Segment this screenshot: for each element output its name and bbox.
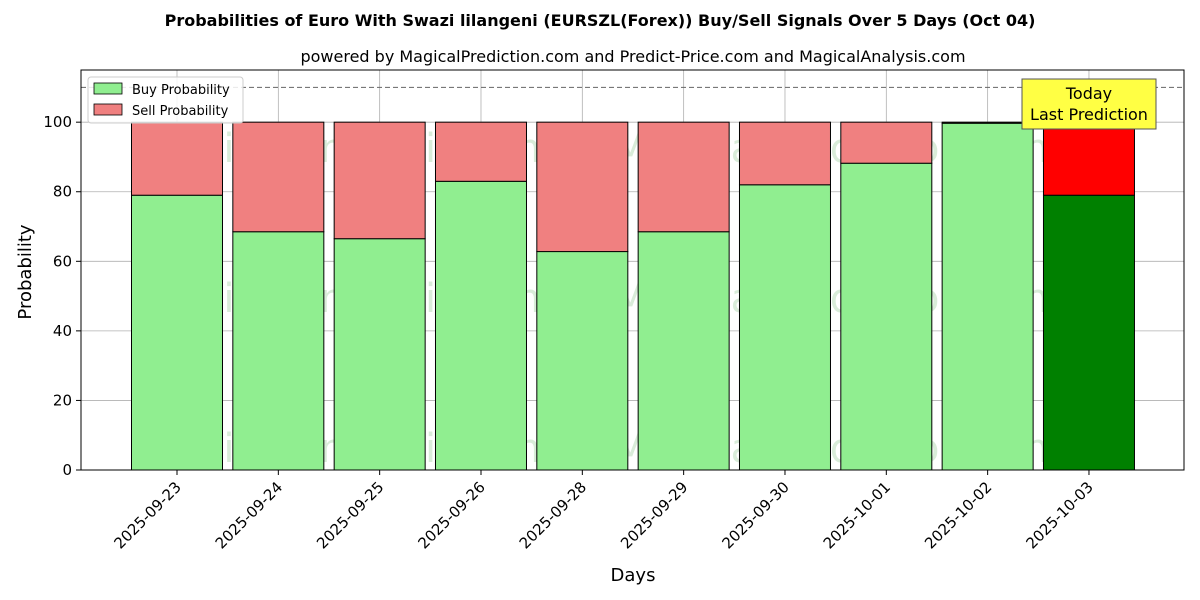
bar-sell-2025-09-28	[536, 121, 629, 253]
bar-sell-2025-09-25	[333, 121, 426, 240]
x-tick-label: 2025-09-26	[414, 478, 488, 552]
bar-sell-2025-10-01	[840, 121, 933, 164]
y-tick-label: 0	[62, 461, 72, 479]
legend-label-buy: Buy Probability	[132, 83, 230, 98]
bar-sell-2025-09-29	[637, 121, 730, 233]
bars-layer	[131, 121, 1135, 471]
y-tick-label: 40	[53, 322, 72, 340]
y-tick-label: 100	[43, 113, 72, 131]
x-tick-label: 2025-09-25	[313, 478, 387, 552]
x-tick-label: 2025-09-28	[516, 478, 590, 552]
bar-buy-2025-10-03	[1042, 194, 1135, 471]
bar-sell-2025-10-02	[941, 121, 1034, 124]
x-tick-label: 2025-09-23	[110, 478, 184, 552]
bar-sell-2025-09-26	[434, 121, 527, 182]
bar-buy-2025-09-23	[131, 194, 223, 471]
annotation-line-2: Last Prediction	[1030, 105, 1148, 124]
legend-swatch-buy	[93, 82, 123, 95]
bar-buy-2025-09-25	[333, 238, 426, 471]
legend-swatch-sell	[93, 103, 123, 116]
y-axis-label: Probability	[15, 224, 36, 319]
plot-frame	[80, 69, 1185, 471]
chart-title: Probabilities of Euro With Swazi lilange…	[165, 11, 1036, 30]
bar-sell-2025-09-30	[738, 121, 831, 186]
x-tick-label: 2025-09-29	[617, 478, 691, 552]
chart-subtitle: powered by MagicalPrediction.com and Pre…	[300, 47, 965, 66]
legend: Buy Probability Sell Probability	[87, 76, 244, 124]
annotation-box	[1021, 78, 1157, 130]
bar-buy-2025-09-26	[434, 180, 527, 471]
x-tick-label: 2025-10-02	[921, 478, 995, 552]
x-tick-label: 2025-09-30	[718, 478, 792, 552]
x-ticks: 2025-09-23 2025-09-24 2025-09-25 2025-09-26…	[110, 470, 1097, 552]
x-axis-label: Days	[611, 565, 656, 586]
x-tick-label: 2025-09-24	[212, 478, 286, 552]
bar-buy-2025-09-30	[738, 184, 831, 471]
x-tick-label: 2025-10-01	[820, 478, 894, 552]
bar-sell-2025-09-24	[232, 121, 325, 233]
annotation-line-1: Today	[1065, 84, 1112, 103]
x-tick-label: 2025-10-03	[1022, 478, 1096, 552]
bar-buy-2025-09-29	[637, 231, 730, 471]
bar-sell-2025-10-03	[1042, 121, 1135, 196]
bar-buy-2025-10-01	[840, 162, 933, 471]
y-tick-label: 80	[53, 183, 72, 201]
legend-label-sell: Sell Probability	[132, 104, 229, 119]
bar-buy-2025-10-02	[941, 122, 1034, 471]
bar-buy-2025-09-24	[232, 231, 325, 471]
y-tick-label: 20	[53, 391, 72, 409]
today-annotation: Today Last Prediction	[1021, 78, 1157, 130]
y-tick-label: 60	[53, 252, 72, 270]
legend-box	[87, 76, 244, 124]
y-ticks: 0 20 40 60 80 100	[43, 113, 81, 479]
bar-buy-2025-09-28	[536, 251, 629, 471]
bar-sell-2025-09-23	[131, 121, 223, 196]
